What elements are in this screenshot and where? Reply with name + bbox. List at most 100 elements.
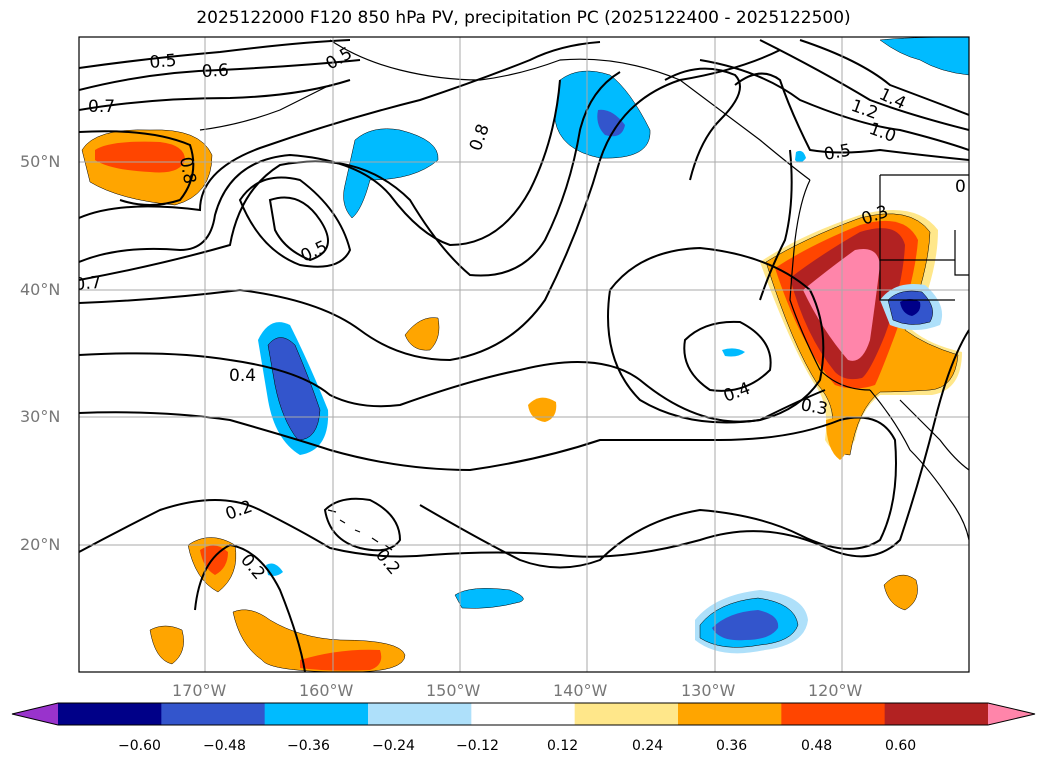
lon-label: 160°W [299, 681, 354, 700]
colorbar-tick-label: −0.48 [203, 738, 246, 754]
precip-blob-s-darkblue2 [712, 610, 779, 641]
colorbar-segment [368, 703, 472, 725]
colorbar-segment [264, 703, 369, 725]
precip-blob-nw-red [95, 141, 185, 173]
lon-label: 130°W [681, 681, 736, 700]
lat-label: 40°N [20, 280, 61, 299]
contour-0.6-ring [238, 176, 352, 268]
contour-1.4-ne [799, 39, 969, 116]
contour-label: 0.4 [229, 366, 256, 386]
lon-label: 120°W [808, 681, 863, 700]
contour-label: 0 [955, 177, 966, 197]
coastlines [199, 39, 969, 551]
coastline-bc-wa-or [789, 179, 871, 391]
contour-label: 0.5 [149, 51, 178, 73]
colorbar-tick-label: −0.36 [287, 738, 330, 754]
colorbar-segment [58, 703, 162, 725]
lon-label: 140°W [553, 681, 608, 700]
contour-0.2-sw [194, 543, 306, 672]
precip-blob-ne-blue [879, 37, 969, 76]
contour-0.3-ring [607, 246, 825, 424]
state-lines [879, 175, 969, 301]
contour-0.7-west [79, 79, 561, 263]
colorbar-tick-label: −0.24 [372, 738, 415, 754]
contour-label: 1.4 [876, 84, 909, 114]
precip-blob-orange-115w [883, 574, 918, 611]
colorbar-segment [161, 703, 266, 725]
lat-label: 20°N [20, 535, 61, 554]
contour-label: 0.5 [323, 43, 356, 74]
contour-0.4-ring [683, 320, 772, 392]
contour-1.0-ne [699, 59, 969, 151]
colorbar-segment [471, 703, 576, 725]
precip-blob-sw-orange2 [149, 625, 184, 665]
figure-title: 2025122000 F120 850 hPa PV, precipitatio… [196, 8, 851, 28]
colorbar [11, 702, 1036, 726]
contour-1.2-ne [759, 39, 969, 131]
contour-0.5-canada [759, 149, 793, 301]
contour-0.8-west [79, 130, 195, 206]
colorbar-outline [11, 702, 1036, 726]
aleutian-islands [199, 84, 331, 131]
precip-blob-goa-darkblue [597, 109, 625, 137]
contour-label: 0.7 [88, 97, 115, 117]
lat-label: 30°N [20, 407, 61, 426]
precip-blob-nv-navy [900, 299, 921, 316]
colorbar-segment [574, 703, 679, 725]
colorbar-tick-label: −0.60 [118, 738, 161, 754]
precip-blob-orange-120w [826, 418, 851, 460]
precip-blob-sw-red3 [300, 649, 382, 671]
contour-0.7-north [79, 79, 351, 111]
precip-blob-small-123w [795, 150, 806, 163]
contour-label: 0.5 [822, 141, 852, 165]
contour-label: 0.8 [466, 121, 494, 153]
contour-0.8-main [79, 41, 601, 219]
colorbar-segment [884, 703, 989, 725]
colorbar-tick-label: 0.60 [885, 738, 917, 754]
map-frame [78, 36, 970, 673]
colorbar-segment [781, 703, 886, 725]
contour-0.5-north [79, 39, 351, 69]
colorbar-tick-label: 0.48 [801, 738, 833, 754]
contour-label: 0.4 [721, 379, 753, 407]
colorbar-segment [678, 703, 782, 725]
contour-label: 0.5 [298, 237, 331, 267]
contour-label: 0.7 [74, 273, 103, 295]
lon-label: 150°W [426, 681, 481, 700]
contour-0.5-ring [268, 196, 329, 262]
contour-0.5-ne [734, 72, 969, 161]
colorbar-extend-min [12, 703, 58, 725]
hawaii-islands [327, 509, 393, 551]
pv-contours [79, 39, 969, 672]
colorbar-tick-label: 0.12 [547, 738, 579, 754]
precip-shading [81, 37, 969, 672]
contour-0.8-bc [664, 67, 741, 181]
coastline-gulf-ca [899, 399, 969, 471]
lon-label: 170°W [172, 681, 227, 700]
precip-blob-s-blue1 [454, 588, 524, 609]
map-area: 0.5 0.6 0.7 0.5 0.8 0.8 0.5 0.7 0.4 0.2 … [74, 37, 969, 672]
colorbar-tick-label: −0.12 [456, 738, 499, 754]
contour-label: 1.0 [866, 119, 898, 147]
gridlines [79, 37, 969, 672]
colorbar-tick-label: 0.24 [632, 738, 664, 754]
colorbar-tick-label: 0.36 [716, 738, 748, 754]
precip-blob-orange-150w [404, 317, 440, 351]
precip-blob-small-130w [722, 348, 745, 357]
coastline-alaska [329, 39, 811, 181]
contour-label: 0.6 [201, 61, 229, 82]
contour-0.3-main [79, 352, 826, 423]
contour-0.2-ring [323, 497, 402, 552]
contour-label: 0.3 [799, 395, 829, 419]
precip-blob-n-blue [343, 128, 439, 219]
colorbar-extend-max [988, 703, 1035, 725]
contour-0.5-ring-b [79, 71, 621, 281]
contour-0.6-north [79, 59, 361, 91]
coastline-baja [869, 389, 969, 541]
contour-0.2-main [79, 329, 969, 558]
lat-label: 50°N [20, 152, 61, 171]
precip-blob-w-blue [267, 337, 321, 441]
contour-0.3-se [79, 411, 897, 569]
precip-blob-orange-142w [528, 397, 557, 422]
